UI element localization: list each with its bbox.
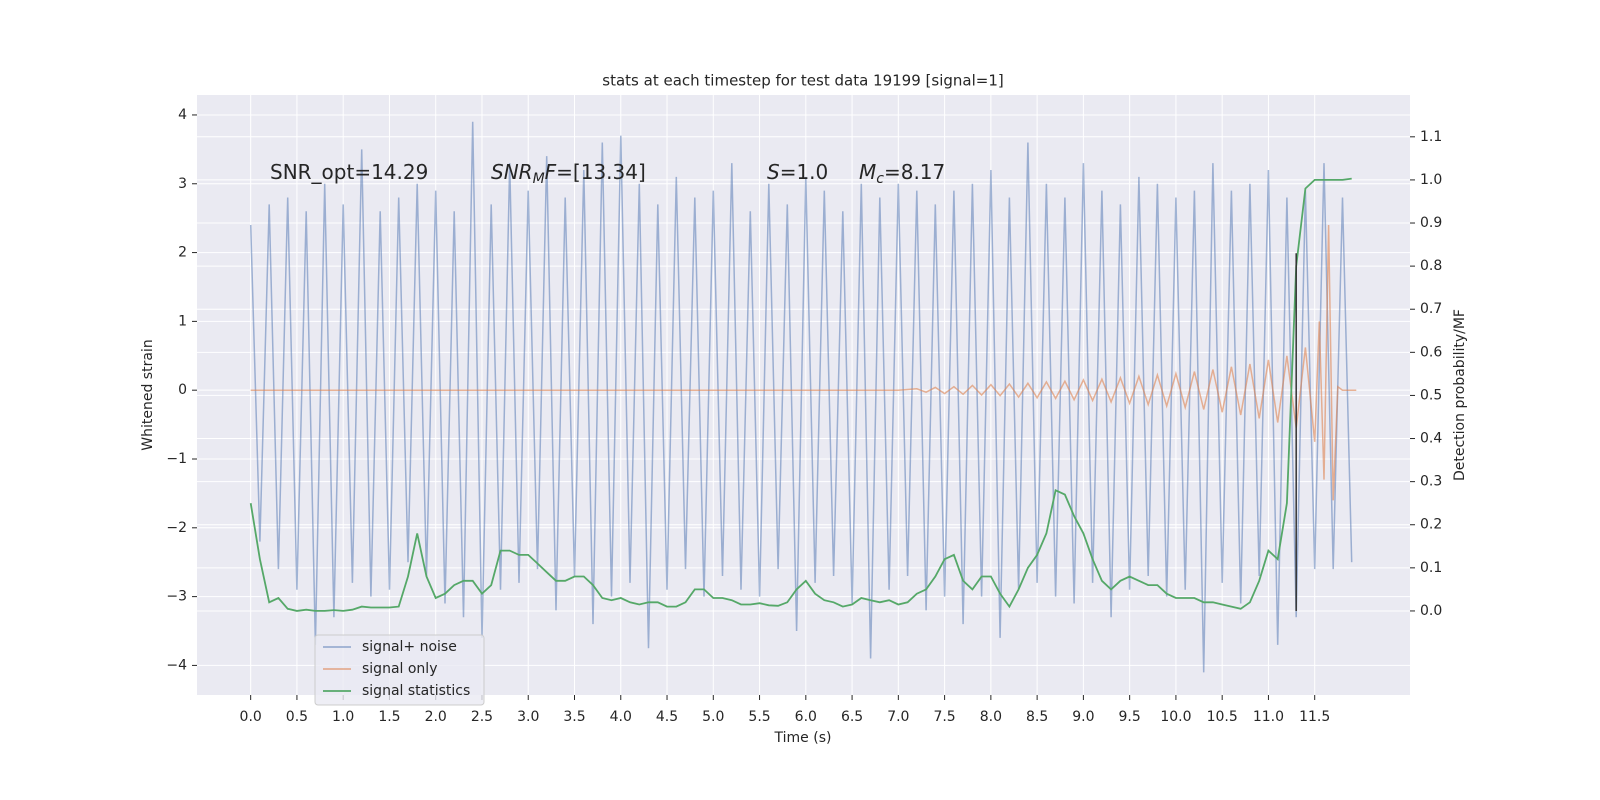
x-tick-label: 2.5 <box>471 709 493 725</box>
y2-tick-label: 0.8 <box>1420 258 1442 274</box>
legend-box <box>314 634 485 706</box>
annotation-part: =1.0 <box>780 160 829 184</box>
y2-tick-label: 0.3 <box>1420 474 1442 490</box>
x-tick-label: 2.0 <box>425 709 447 725</box>
x-tick-label: 3.5 <box>563 709 585 725</box>
y2-tick-label: 0.5 <box>1420 387 1442 403</box>
y-tick-label: −4 <box>166 657 187 673</box>
x-tick-label: 3.0 <box>517 709 539 725</box>
y2-tick-label: 0.9 <box>1420 215 1442 231</box>
x-tick-label: 6.5 <box>841 709 863 725</box>
legend-label: signal statistics <box>362 683 470 699</box>
y-tick-label: −3 <box>166 589 187 605</box>
annotation-part: S <box>767 160 780 184</box>
y-tick-label: −2 <box>166 520 187 536</box>
annotation-part: M <box>533 171 545 187</box>
x-tick-label: 9.0 <box>1072 709 1094 725</box>
x-tick-label: 4.5 <box>656 709 678 725</box>
x-tick-label: 8.5 <box>1026 709 1048 725</box>
y-tick-label: 4 <box>178 107 187 123</box>
x-tick-label: 0.0 <box>240 709 262 725</box>
y2-tick-label: 0.0 <box>1420 603 1442 619</box>
x-tick-label: 7.0 <box>887 709 909 725</box>
x-tick-label: 7.5 <box>933 709 955 725</box>
x-tick-label: 1.0 <box>332 709 354 725</box>
annotation: SNRMF=[13.34] <box>491 160 646 188</box>
y-tick-label: 0 <box>178 382 187 398</box>
annotation: S=1.0 <box>767 160 828 184</box>
legend-label: signal only <box>362 661 437 677</box>
y2-tick-label: 0.6 <box>1420 344 1442 360</box>
x-tick-label: 5.0 <box>702 709 724 725</box>
x-tick-label: 6.0 <box>795 709 817 725</box>
y2-tick-label: 0.7 <box>1420 301 1442 317</box>
y2-tick-label: 0.1 <box>1420 560 1442 576</box>
x-tick-label: 0.5 <box>286 709 308 725</box>
x-tick-label: 4.0 <box>610 709 632 725</box>
annotation-part: SNR <box>491 160 533 184</box>
annotation-part: F <box>545 160 557 184</box>
y-tick-label: −1 <box>166 451 187 467</box>
y2-tick-label: 1.0 <box>1420 172 1442 188</box>
annotation-part: M <box>859 160 876 184</box>
y2-tick-label: 1.1 <box>1420 129 1442 145</box>
x-tick-label: 11.5 <box>1299 709 1330 725</box>
y-tick-label: 1 <box>178 313 187 329</box>
y2-axis-label: Detection probability/MF <box>1452 309 1468 481</box>
y2-tick-label: 0.4 <box>1420 431 1442 447</box>
series-line <box>250 224 1357 501</box>
annotation-part: =8.17 <box>884 160 945 184</box>
y-axis-label: Whitened strain <box>140 339 156 450</box>
x-tick-label: 8.0 <box>980 709 1002 725</box>
chart-title: stats at each timestep for test data 191… <box>602 72 1003 90</box>
annotation: SNR_opt=14.29 <box>270 160 428 184</box>
annotation-part: c <box>876 171 884 187</box>
annotation-part: =[13.34] <box>556 160 646 184</box>
series-line <box>249 121 1353 673</box>
series-line <box>249 177 1352 612</box>
annotation-part: SNR_opt=14.29 <box>270 160 428 184</box>
x-tick-label: 9.5 <box>1119 709 1141 725</box>
y2-tick-label: 0.2 <box>1420 517 1442 533</box>
annotation: Mc=8.17 <box>859 160 945 188</box>
y-tick-label: 2 <box>178 245 187 261</box>
x-tick-label: 10.5 <box>1207 709 1238 725</box>
legend-label: signal+ noise <box>362 639 457 655</box>
x-tick-label: 5.5 <box>748 709 770 725</box>
x-axis-label: Time (s) <box>774 730 832 746</box>
x-tick-label: 10.0 <box>1160 709 1191 725</box>
x-tick-label: 1.5 <box>378 709 400 725</box>
y-tick-label: 3 <box>178 176 187 192</box>
x-tick-label: 11.0 <box>1253 709 1284 725</box>
grid <box>197 95 1410 695</box>
